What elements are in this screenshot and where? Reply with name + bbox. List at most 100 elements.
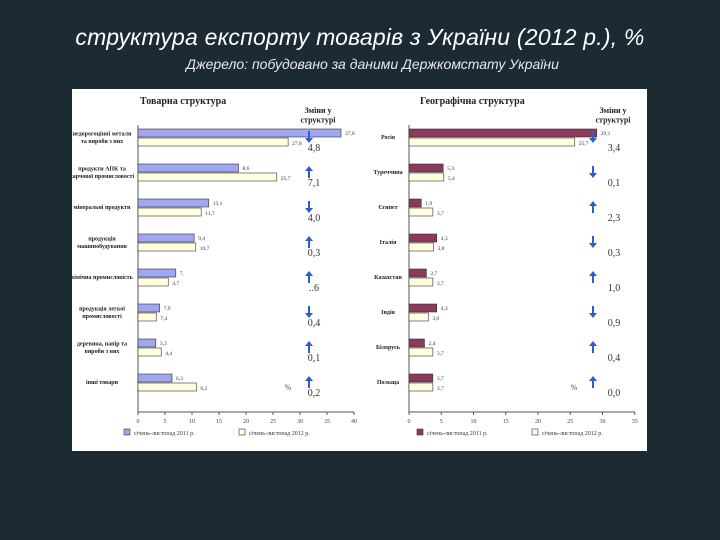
goods-bar-2011 (137, 163, 239, 173)
goods-x-tick-label: 15 (216, 419, 222, 425)
geo-change-value: 0,4 (608, 353, 621, 364)
goods-category-label: продукція легкої промисловості (79, 306, 125, 320)
geo-bar-2012 (408, 382, 434, 392)
goods-change-arrow-down (305, 201, 313, 213)
goods-change-value: 4,8 (308, 143, 321, 154)
goods-value-label-2011: 6,3 (176, 376, 183, 382)
geo-x-tick-label: 0 (408, 419, 411, 425)
geo-change-value: 3,4 (608, 143, 621, 154)
geo-change-arrow-up (589, 376, 597, 388)
geo-bar-2011 (408, 198, 422, 208)
geo-value-label-2012: 3,7 (437, 386, 444, 392)
geo-change-arrow-down (589, 306, 597, 318)
goods-value-label-2011: 7,9 (164, 306, 171, 312)
geo-bar-2011 (408, 338, 425, 348)
goods-x-tick-label: 0 (137, 419, 140, 425)
geo-value-label-2011: 4,3 (441, 306, 448, 312)
geo-bar-2011 (408, 233, 438, 243)
goods-value-label-2011: 37,6 (345, 131, 355, 137)
geo-change-arrow-up (589, 201, 597, 213)
goods-change-value: 0,1 (308, 353, 321, 364)
goods-value-label-2011: 9,4 (198, 236, 205, 242)
goods-value-label-2012: 11,7 (205, 211, 215, 217)
goods-value-label-2012: 6,2 (200, 386, 207, 392)
goods-bar-2011 (137, 198, 210, 208)
goods-bar-2012 (137, 242, 197, 252)
geo-change-arrow-up (589, 341, 597, 353)
geo-category-label: Єгипет (378, 205, 397, 211)
goods-value-label-2011: 8,6 (242, 166, 249, 172)
goods-change-arrow-up (305, 271, 313, 283)
geo-value-label-2011: 2,4 (428, 341, 435, 347)
goods-value-label-2012: 4,4 (165, 351, 172, 357)
geo-x-tick-label: 20 (535, 419, 541, 425)
goods-change-arrow-up (305, 376, 313, 388)
goods-x-tick-label: 40 (351, 419, 357, 425)
geo-x-tick-label: 15 (503, 419, 509, 425)
goods-bar-2012 (137, 312, 157, 322)
geo-value-label-2011: 3,7 (437, 376, 444, 382)
goods-x-tick-label: 25 (270, 419, 276, 425)
geo-value-label-2012: 3,7 (437, 211, 444, 217)
geo-change-value: 0,1 (608, 178, 621, 189)
goods-value-label-2012: 4,7 (172, 281, 179, 287)
goods-value-label-2011: 7, (180, 271, 185, 277)
geo-x-tick-label: 10 (471, 419, 477, 425)
geo-change-arrow-down (589, 236, 597, 248)
geo-bar-2012 (408, 242, 434, 252)
goods-change-arrow-down (305, 306, 313, 318)
geo-value-label-2011: 2,7 (430, 271, 437, 277)
goods-x-tick-label: 20 (243, 419, 249, 425)
geo-bar-2011 (408, 163, 444, 173)
goods-bar-2011 (137, 233, 195, 243)
goods-x-tick-label: 5 (164, 419, 167, 425)
geo-value-label-2012: 3,7 (437, 351, 444, 357)
goods-legend-swatch-2012 (238, 428, 246, 436)
goods-legend-label-2012: січень-листопад 2012 р. (249, 431, 310, 437)
goods-value-label-2012: 10,7 (200, 246, 210, 252)
geo-value-label-2012: 3,0 (432, 316, 439, 322)
geo-change-arrow-down (589, 166, 597, 178)
goods-value-label-2011: 3,3 (160, 341, 167, 347)
goods-change-value: 0,3 (308, 248, 321, 259)
geo-x-tick-label: 25 (567, 419, 573, 425)
geo-value-label-2011: 29,1 (601, 131, 611, 137)
goods-x-tick-label: 10 (189, 419, 195, 425)
geo-change-header: Зміни у структурі (595, 106, 631, 125)
goods-bar-2012 (137, 172, 278, 182)
geo-axis-unit: % (571, 383, 578, 392)
goods-change-value: 0,2 (308, 388, 321, 399)
geo-bar-2011 (408, 128, 597, 138)
chart-panel: Товарна структура Зміни у структурі 0 5 10 15 2… (70, 89, 647, 451)
goods-bar-2012 (137, 277, 169, 287)
geo-x-tick-label: 35 (632, 419, 638, 425)
goods-category-label: мінеральні продукти (74, 205, 131, 211)
goods-legend-label-2011: січень-листопад 2011 р. (134, 431, 195, 437)
geo-legend-label-2011: січень-листопад 2011 р. (427, 431, 488, 437)
geo-category-label: Польща (377, 380, 399, 386)
geo-legend-label-2012: січень-листопад 2012 р. (542, 431, 603, 437)
goods-bar-2012 (137, 207, 202, 217)
geo-category-label: Білорусь (376, 345, 401, 351)
geo-change-value: 0,9 (608, 318, 621, 329)
geo-bar-2011 (408, 303, 438, 313)
geo-x-tick-label: 5 (440, 419, 443, 425)
goods-x-tick-label: 35 (324, 419, 330, 425)
goods-change-value: ..6 (309, 283, 319, 294)
geo-legend-swatch-2012 (531, 428, 539, 436)
geo-category-label: Росія (381, 135, 396, 141)
goods-bar-2012 (137, 382, 197, 392)
geo-chart-title: Географічна структура (420, 96, 525, 107)
goods-change-value: 4,0 (308, 213, 321, 224)
geo-change-arrow-up (589, 271, 597, 283)
geo-bar-2011 (408, 373, 434, 383)
goods-change-header: Зміни у структурі (300, 106, 336, 125)
goods-bar-2011 (137, 373, 173, 383)
geo-x-tick-label: 30 (600, 419, 606, 425)
goods-axis-unit: % (285, 383, 292, 392)
goods-category-label: продукти АПК та харчової промисловості (72, 166, 134, 180)
goods-change-arrow-down (305, 131, 313, 143)
goods-category-label: деревина, папір та вироби з них (77, 341, 127, 355)
geo-value-label-2012: 3,7 (437, 281, 444, 287)
geo-bar-2012 (408, 347, 434, 357)
